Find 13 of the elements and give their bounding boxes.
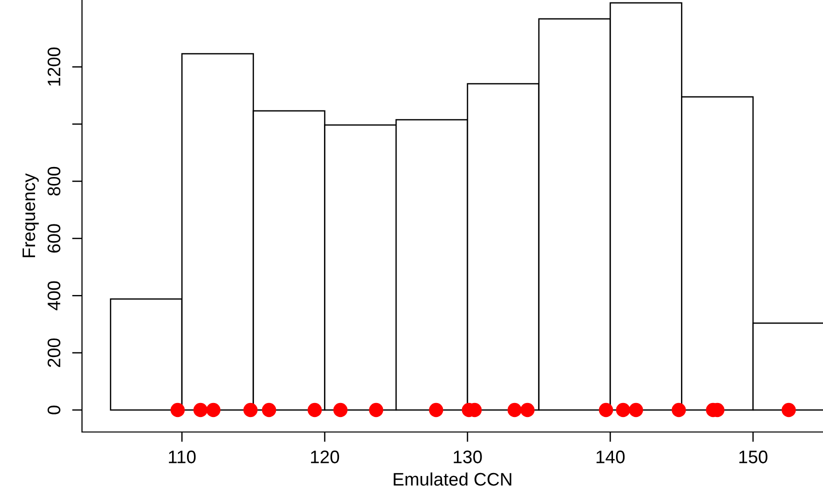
y-tick-label: 1200	[48, 48, 60, 86]
y-tick-label: 400	[48, 281, 60, 310]
x-tick-label: 140	[596, 450, 625, 464]
x-axis-title: Emulated CCN	[394, 472, 512, 486]
x-tick-label: 120	[311, 450, 340, 464]
y-tick-label: 0	[48, 406, 60, 414]
x-tick-label: 130	[454, 450, 482, 464]
y-tick-label: 600	[48, 224, 60, 253]
x-tick-label: 110	[168, 450, 196, 464]
x-tick-label: 150	[739, 450, 768, 464]
y-tick-label: 200	[48, 338, 60, 367]
y-tick-label: 800	[48, 166, 60, 196]
y-axis-title: Frequency	[22, 173, 39, 258]
